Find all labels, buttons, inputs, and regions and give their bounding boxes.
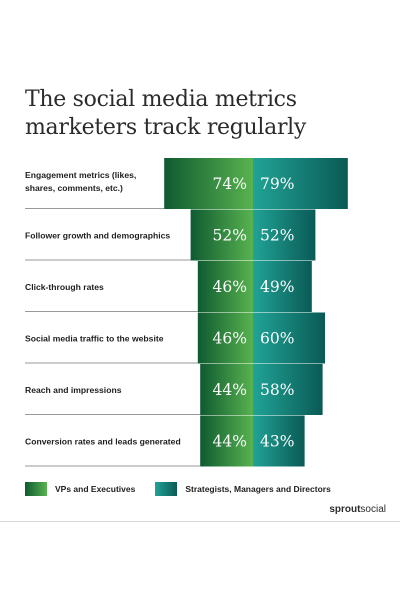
category-label-follower-growth: Follower growth and demographics — [25, 231, 170, 241]
category-label-conversion: Conversion rates and leads generated — [25, 437, 181, 447]
value-label-strategists-engagement: 79% — [260, 175, 294, 193]
chart-title-line-2: marketers track regularly — [25, 115, 307, 140]
bar-vps-engagement — [164, 158, 253, 209]
value-label-strategists-reach: 58% — [260, 381, 294, 399]
value-label-vps-reach: 44% — [213, 381, 247, 399]
bar-strategists-reach — [253, 364, 323, 415]
value-label-strategists-click-through: 49% — [260, 278, 294, 296]
logo-text-regular: social — [360, 504, 386, 515]
footer-divider — [0, 521, 400, 522]
category-label-traffic: Social media traffic to the website — [25, 334, 164, 344]
value-label-vps-click-through: 46% — [213, 278, 247, 296]
bar-chart: Engagement metrics (likes, shares, commen… — [25, 158, 348, 467]
bar-vps-follower-growth — [190, 209, 253, 261]
legend: VPs and Executives Strategists, Managers… — [25, 482, 351, 496]
chart-title: The social media metrics marketers track… — [25, 86, 375, 142]
logo-text-bold: sprout — [329, 504, 361, 515]
legend-item-strategists: Strategists, Managers and Directors — [155, 482, 331, 496]
legend-swatch-strategists — [155, 482, 178, 496]
sproutsocial-logo: sproutsocial — [329, 504, 386, 515]
value-label-strategists-conversion: 43% — [260, 433, 294, 451]
bar-strategists-conversion — [253, 415, 305, 467]
value-label-strategists-traffic: 60% — [260, 330, 294, 348]
value-label-vps-traffic: 46% — [213, 330, 247, 348]
bar-vps-click-through — [197, 261, 253, 312]
value-label-vps-engagement: 74% — [213, 175, 247, 193]
legend-swatch-vps — [25, 482, 47, 496]
legend-item-vps: VPs and Executives — [25, 482, 135, 496]
bar-vps-traffic — [197, 312, 253, 364]
bar-strategists-engagement — [253, 158, 348, 209]
category-label-engagement: Engagement metrics (likes, shares, commen… — [25, 170, 136, 193]
bar-vps-reach — [200, 364, 253, 415]
value-label-vps-follower-growth: 52% — [213, 227, 247, 245]
bar-strategists-click-through — [253, 261, 312, 312]
value-label-strategists-follower-growth: 52% — [260, 227, 294, 245]
category-label-reach: Reach and impressions — [25, 385, 122, 395]
legend-label-vps: VPs and Executives — [55, 484, 136, 494]
bar-strategists-follower-growth — [253, 209, 316, 261]
bar-strategists-traffic — [253, 312, 325, 364]
chart-title-line-1: The social media metrics — [25, 87, 297, 112]
legend-label-strategists: Strategists, Managers and Directors — [185, 484, 331, 494]
value-label-vps-conversion: 44% — [213, 433, 247, 451]
category-label-click-through: Click-through rates — [25, 282, 104, 292]
bar-vps-conversion — [200, 415, 253, 467]
